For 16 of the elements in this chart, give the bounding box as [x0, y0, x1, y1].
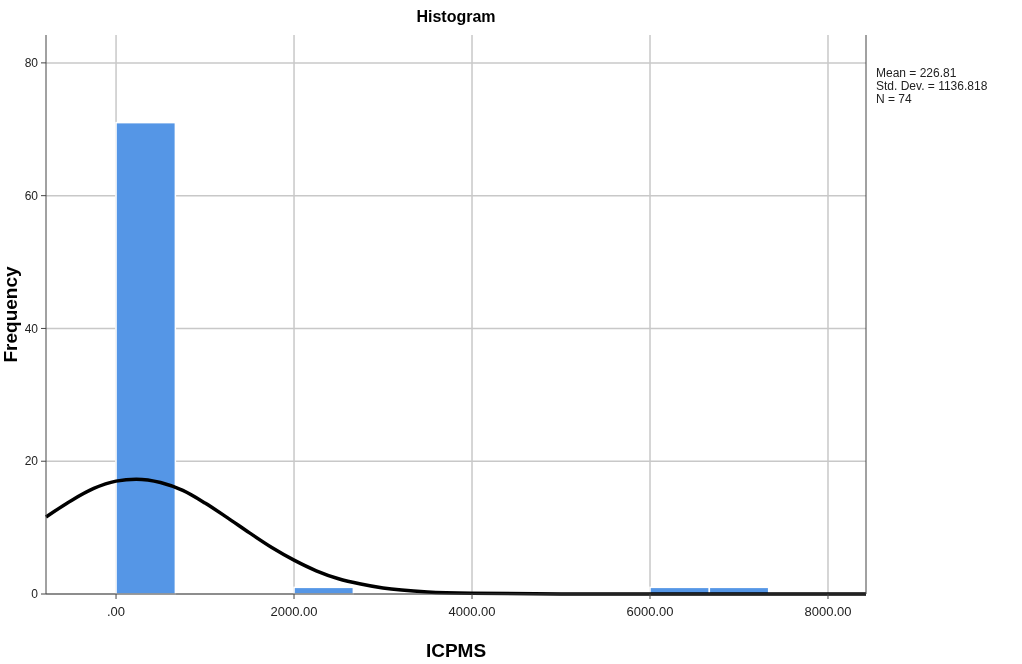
x-tick-label: .00 — [107, 604, 126, 619]
y-axis-title: Frequency — [0, 266, 21, 363]
y-tick-label: 80 — [24, 56, 39, 71]
x-tick-label: 2000.00 — [270, 604, 318, 619]
y-tick-label: 0 — [31, 587, 39, 602]
y-tick-label: 60 — [24, 188, 39, 203]
chart-title: Histogram — [416, 8, 496, 25]
x-tick-label: 4000.00 — [448, 604, 496, 619]
text: N = 74 — [876, 92, 913, 106]
text: Std. Dev. = 1136.818 — [876, 79, 988, 93]
x-axis-title: ICPMS — [425, 640, 487, 661]
y-tick-label: 40 — [24, 321, 39, 336]
y-tick-label: 20 — [24, 454, 39, 469]
text: Mean = 226.81 — [876, 66, 957, 80]
x-tick-label: 6000.00 — [626, 604, 674, 619]
x-tick-label: 8000.00 — [804, 604, 852, 619]
